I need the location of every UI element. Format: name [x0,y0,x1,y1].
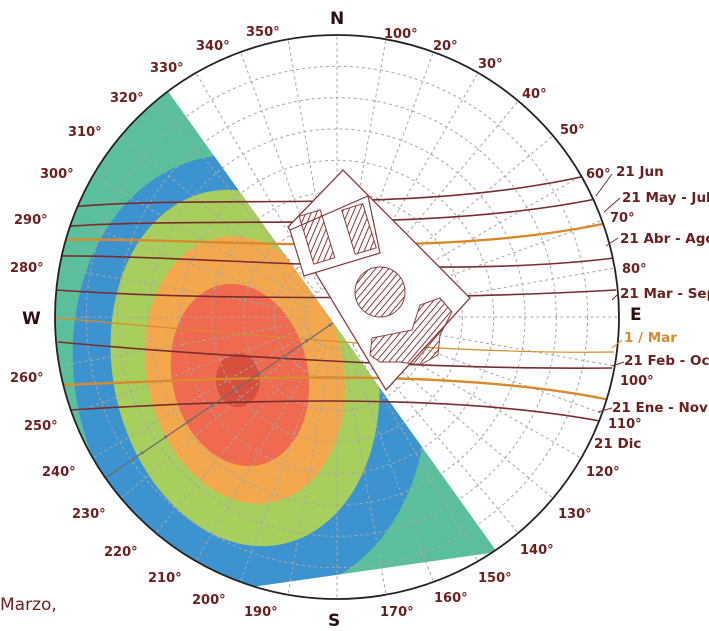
trajectory-marker [163,435,168,439]
sun-path-mar-sep [55,289,617,299]
degree-labels: 100° 20° 30° 40° 50° 60° 70° 80° 100° 11… [10,25,654,620]
trajectory-marker [234,387,238,391]
sun-path-1-mar [55,317,615,353]
trajectory-marker [116,467,121,471]
deg-label: 200° [192,593,226,608]
trajectory-marker [257,371,262,375]
deg-label: 50° [560,123,585,138]
deg-label: 290° [14,213,48,228]
window-right [341,203,377,255]
deg-label: 160° [434,591,468,606]
deg-label: 70° [610,211,635,226]
window-left [298,209,336,265]
tree-circle [354,266,406,318]
month-leaders [595,173,625,413]
deg-label: 280° [10,261,44,276]
tree-shape [369,297,453,366]
deg-label: 140° [520,543,554,558]
trajectory-marker [328,323,332,327]
deg-label: 260° [10,371,44,386]
deg-label: 230° [72,507,106,522]
deg-label: 240° [42,465,76,480]
deg-label: 60° [586,167,611,182]
altitude-ring [179,159,495,475]
month-label-may-jul: 21 May - Jul [622,190,709,206]
month-label-abr-ago: 21 Abr - Ago [620,231,709,247]
deg-label: 80° [622,262,647,277]
deg-label: 350° [246,25,280,40]
deg-label: 30° [478,57,503,72]
deg-label: 330° [150,61,184,76]
sun-path-feb-oct [57,341,613,369]
deg-label: 310° [68,125,102,140]
sun-path-dic [69,400,606,423]
deg-label: 100° [620,374,654,389]
month-label-feb-oct: 21 Feb - Oct [624,353,709,369]
trajectory-marker [187,419,191,423]
cardinal-south: S [328,611,340,631]
trajectory-marker [93,483,97,487]
cardinal-east: E [630,305,642,325]
month-label-1-mar: 1 / Mar [624,330,677,346]
altitude-ring [85,65,589,569]
month-label-mar-sep: 21 Mar - Sep [620,286,709,302]
deg-label: 170° [380,605,414,620]
month-labels: 21 Jun 21 May - Jul 21 Abr - Ago 21 Mar … [594,164,709,452]
trajectory-marker [140,451,144,455]
deg-label: 340° [196,39,230,54]
horizon-circle [54,34,620,600]
deg-label: 150° [478,571,512,586]
deg-label: 100° [384,27,418,42]
deg-label: 40° [522,87,547,102]
cardinal-west: W [22,309,41,329]
deg-label: 250° [24,419,58,434]
month-label-dic: 21 Dic [594,436,641,452]
deg-label: 300° [40,167,74,182]
cardinal-north: N [330,9,344,29]
month-label-jun: 21 Jun [616,164,664,180]
deg-label: 220° [104,545,138,560]
deg-label: 130° [558,507,592,522]
deg-label: 320° [110,91,144,106]
deg-label: 20° [433,39,458,54]
sun-path-ene-nov [61,376,611,402]
deg-label: 190° [244,605,278,620]
trajectory-marker [304,339,309,343]
building-plan [287,169,471,392]
trajectory-marker [281,355,285,359]
deg-label: 210° [148,571,182,586]
trajectory-marker [210,403,215,407]
month-label-ene-nov: 21 Ene - Nov [612,400,708,416]
deg-label: 110° [608,417,642,432]
deg-label: 120° [586,465,620,480]
caption-fragment: Marzo, [0,595,57,615]
